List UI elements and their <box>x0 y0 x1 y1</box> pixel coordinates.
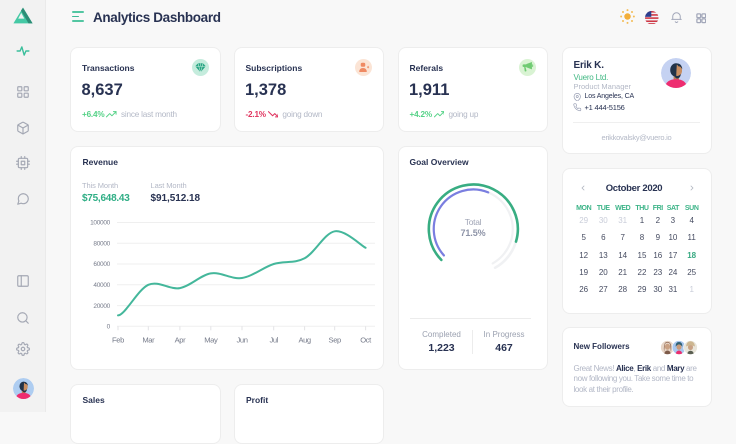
svg-text:Sep: Sep <box>329 336 341 345</box>
svg-text:0: 0 <box>107 324 111 331</box>
svg-text:20000: 20000 <box>93 303 110 310</box>
svg-text:May: May <box>204 336 218 345</box>
svg-text:Feb: Feb <box>112 336 124 345</box>
svg-text:80000: 80000 <box>93 241 110 248</box>
svg-text:Jul: Jul <box>269 336 278 345</box>
svg-text:100000: 100000 <box>90 220 111 227</box>
svg-text:40000: 40000 <box>93 282 110 289</box>
svg-text:Mar: Mar <box>142 336 155 345</box>
svg-text:Aug: Aug <box>298 336 310 345</box>
svg-text:Oct: Oct <box>360 336 372 345</box>
svg-text:Apr: Apr <box>175 336 186 345</box>
svg-text:60000: 60000 <box>93 261 110 268</box>
svg-text:Jun: Jun <box>236 336 247 345</box>
